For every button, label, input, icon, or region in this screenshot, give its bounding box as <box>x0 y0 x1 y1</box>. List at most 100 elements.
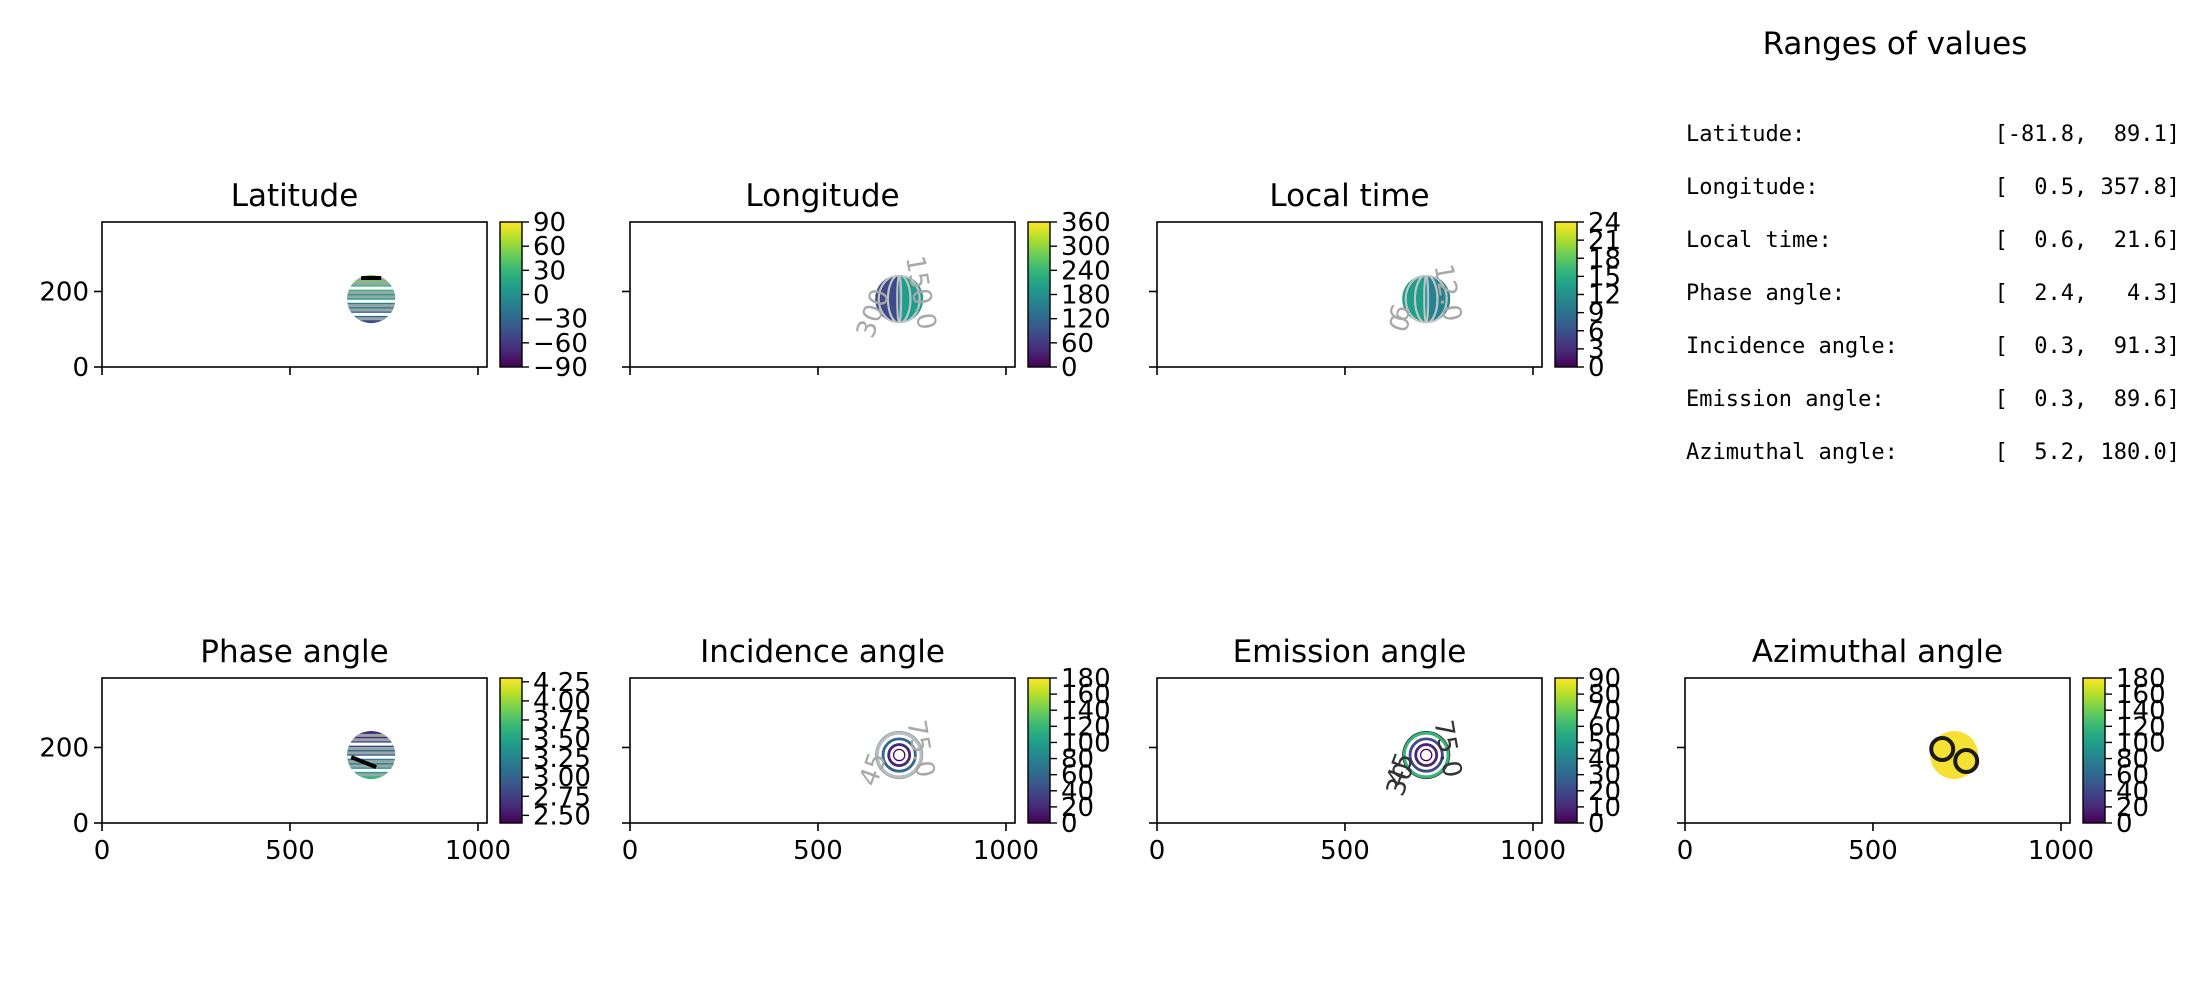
colorbar-tick-label: 3 <box>1588 335 1605 365</box>
colorbar-tick-label: 60 <box>1061 329 1094 359</box>
colorbar-tick-label: 50 <box>1588 728 1621 758</box>
panel-title: Longitude <box>745 178 899 214</box>
planet-disk <box>347 730 396 780</box>
contour-ring <box>1414 743 1439 767</box>
y-tick-label: 0 <box>72 809 89 839</box>
colorbar-tick-label: 0 <box>1061 809 1078 839</box>
contour-ring <box>881 737 917 773</box>
range-value-emission-angle: [ 0.3, 89.6] <box>1995 387 2180 412</box>
x-tick-label: 0 <box>622 836 639 866</box>
range-value-azimuthal-angle: [ 5.2, 180.0] <box>1995 440 2180 465</box>
colorbar-tick-label: 2.50 <box>533 801 591 831</box>
range-label-azimuthal-angle: Azimuthal angle: <box>1686 440 1898 465</box>
colorbar-tick-label: 10 <box>1588 793 1621 823</box>
planet-disk <box>1402 730 1451 780</box>
colorbar-tick-label: 3.00 <box>533 763 591 793</box>
colorbar <box>1554 221 1578 368</box>
colorbar-tick-label: 70 <box>1588 696 1621 726</box>
colorbar <box>1027 677 1051 824</box>
axes-frame <box>629 677 1016 824</box>
disk-band <box>347 774 396 780</box>
panel-azimuthal-angle: Azimuthal angle 0 500 1000 18016014012010080… <box>1677 634 2166 866</box>
colorbar-tick-label: 60 <box>533 232 566 262</box>
contour-label: 300 <box>851 285 896 342</box>
colorbar-tick-label: 100 <box>1061 728 1111 758</box>
colorbar-tick-label: 120 <box>2116 712 2166 742</box>
colorbar-tick-label: 140 <box>1061 696 1111 726</box>
x-tick-label: 0 <box>94 836 111 866</box>
axes-frame <box>1156 221 1543 368</box>
disk-center-dot <box>894 750 905 761</box>
contour-line <box>1413 274 1439 324</box>
y-tick-label: 200 <box>39 733 89 763</box>
panel-title: Emission angle <box>1233 634 1467 670</box>
disk-band <box>347 305 396 311</box>
ranges-title: Ranges of values <box>1763 26 2028 62</box>
panels: Latitude02009060300−30−60−90Longitude150… <box>39 178 2165 866</box>
x-tick-label: 500 <box>265 836 315 866</box>
colorbar-tick-label: 4.25 <box>533 668 591 698</box>
range-value-phase-angle: [ 2.4, 4.3] <box>1995 281 2180 306</box>
planet-disk <box>875 730 924 780</box>
disk-band <box>347 314 396 320</box>
colorbar-tick-label: 6 <box>1588 317 1605 347</box>
colorbar-tick-label: 40 <box>1588 745 1621 775</box>
x-tick-label: 1000 <box>445 836 511 866</box>
panel-title: Latitude <box>231 178 359 214</box>
contour-line <box>877 274 921 324</box>
range-value-latitude: [-81.8, 89.1] <box>1995 122 2180 147</box>
x-tick-label: 500 <box>1848 836 1898 866</box>
colorbar-tick-label: 60 <box>1588 712 1621 742</box>
x-tick-label: 0 <box>1149 836 1166 866</box>
colorbar-tick-label: 0 <box>1061 353 1078 383</box>
colorbar-tick-label: 0 <box>1588 809 1605 839</box>
disk-band <box>347 765 396 772</box>
disk-band <box>347 757 396 763</box>
colorbar-tick-label: 100 <box>2116 728 2166 758</box>
panel-title: Local time <box>1269 178 1429 214</box>
planet-disk <box>347 274 396 324</box>
colorbar-tick-label: 60 <box>2116 761 2149 791</box>
colorbar-tick-label: 80 <box>1588 680 1621 710</box>
axes-frame <box>1156 677 1543 824</box>
colorbar-tick-label: −90 <box>533 353 588 383</box>
contour-ring <box>887 743 912 767</box>
range-label-incidence-angle: Incidence angle: <box>1686 334 1898 359</box>
contour-ring <box>1408 737 1444 773</box>
colorbar-tick-label: 20 <box>1588 777 1621 807</box>
colorbar <box>1027 221 1051 368</box>
contour-ring <box>875 731 923 779</box>
range-label-latitude: Latitude: <box>1686 122 1805 147</box>
colorbar-tick-label: 240 <box>1061 256 1111 286</box>
axes-frame <box>101 677 488 824</box>
disk-band <box>347 770 396 776</box>
colorbar-tick-label: 3.50 <box>533 725 591 755</box>
colorbar-tick-label: 3.75 <box>533 706 591 736</box>
x-tick-label: 500 <box>1320 836 1370 866</box>
contour-ring <box>884 740 914 770</box>
contour-ring <box>878 734 920 776</box>
panel-title: Azimuthal angle <box>1752 634 2003 670</box>
colorbar-tick-label: 12 <box>1588 281 1621 311</box>
colorbar <box>499 221 523 368</box>
disk-band <box>347 292 396 298</box>
colorbar-tick-label: 60 <box>1061 761 1094 791</box>
range-value-incidence-angle: [ 0.3, 91.3] <box>1995 334 2180 359</box>
colorbar-tick-label: 21 <box>1588 226 1621 256</box>
colorbar-tick-label: 80 <box>1061 745 1094 775</box>
colorbar-tick-label: 160 <box>1061 680 1111 710</box>
disk-band <box>347 318 396 324</box>
disk-fill <box>1930 730 1979 780</box>
contour-line <box>350 755 377 769</box>
contour-ring <box>1411 740 1441 770</box>
disk-band <box>347 739 396 746</box>
colorbar-tick-label: −30 <box>533 305 588 335</box>
planet-disk <box>1402 274 1451 324</box>
contour-ring <box>1417 745 1436 765</box>
x-tick-label: 0 <box>1677 836 1694 866</box>
colorbar <box>2082 677 2106 824</box>
disk-band <box>347 309 396 316</box>
